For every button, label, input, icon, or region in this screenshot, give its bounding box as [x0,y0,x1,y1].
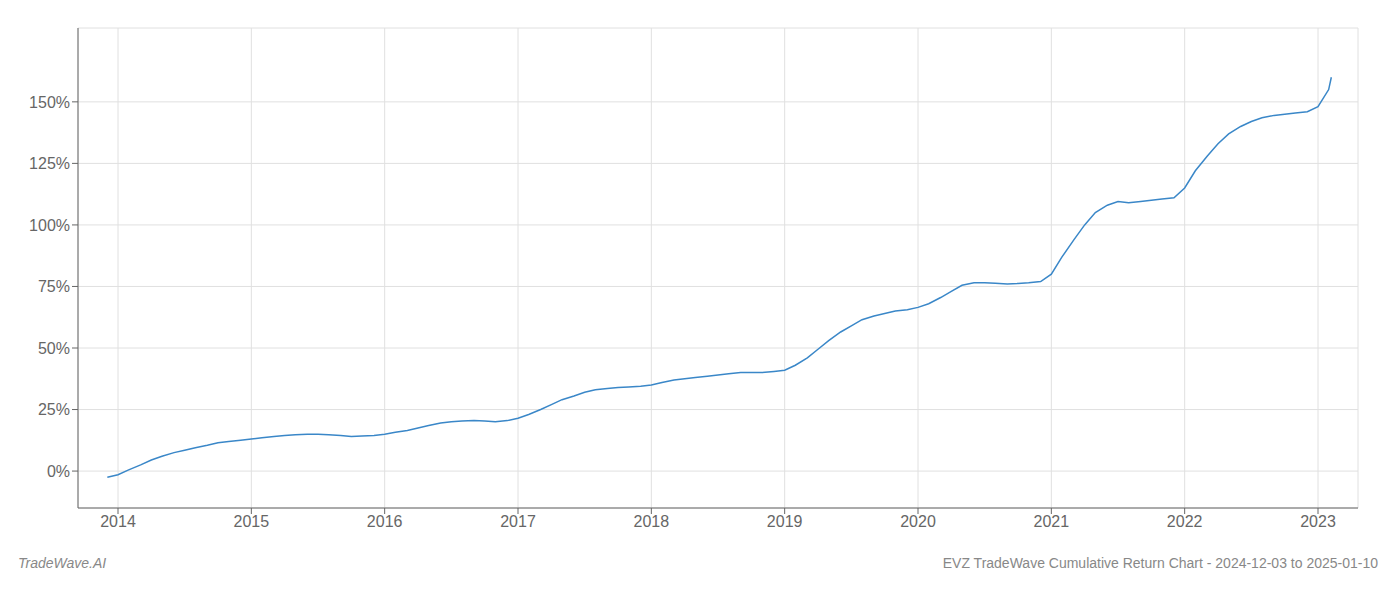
svg-text:2015: 2015 [234,513,270,530]
svg-text:150%: 150% [29,94,70,111]
svg-text:75%: 75% [38,278,70,295]
svg-text:2017: 2017 [500,513,536,530]
svg-text:2023: 2023 [1300,513,1336,530]
svg-text:2021: 2021 [1034,513,1070,530]
html-text:EVZ TradeWave Cumulative Retur: EVZ TradeWave Cumulative Return Chart - … [942,555,1378,571]
svg-text:2018: 2018 [634,513,670,530]
html-text:TradeWave.AI: TradeWave.AI [18,555,107,571]
svg-text:2016: 2016 [367,513,403,530]
svg-text:0%: 0% [47,463,70,480]
svg-text:25%: 25% [38,401,70,418]
svg-text:2022: 2022 [1167,513,1203,530]
svg-text:50%: 50% [38,340,70,357]
svg-text:125%: 125% [29,155,70,172]
svg-text:2019: 2019 [767,513,803,530]
svg-text:2020: 2020 [900,513,936,530]
svg-text:2014: 2014 [100,513,136,530]
svg-text:100%: 100% [29,217,70,234]
